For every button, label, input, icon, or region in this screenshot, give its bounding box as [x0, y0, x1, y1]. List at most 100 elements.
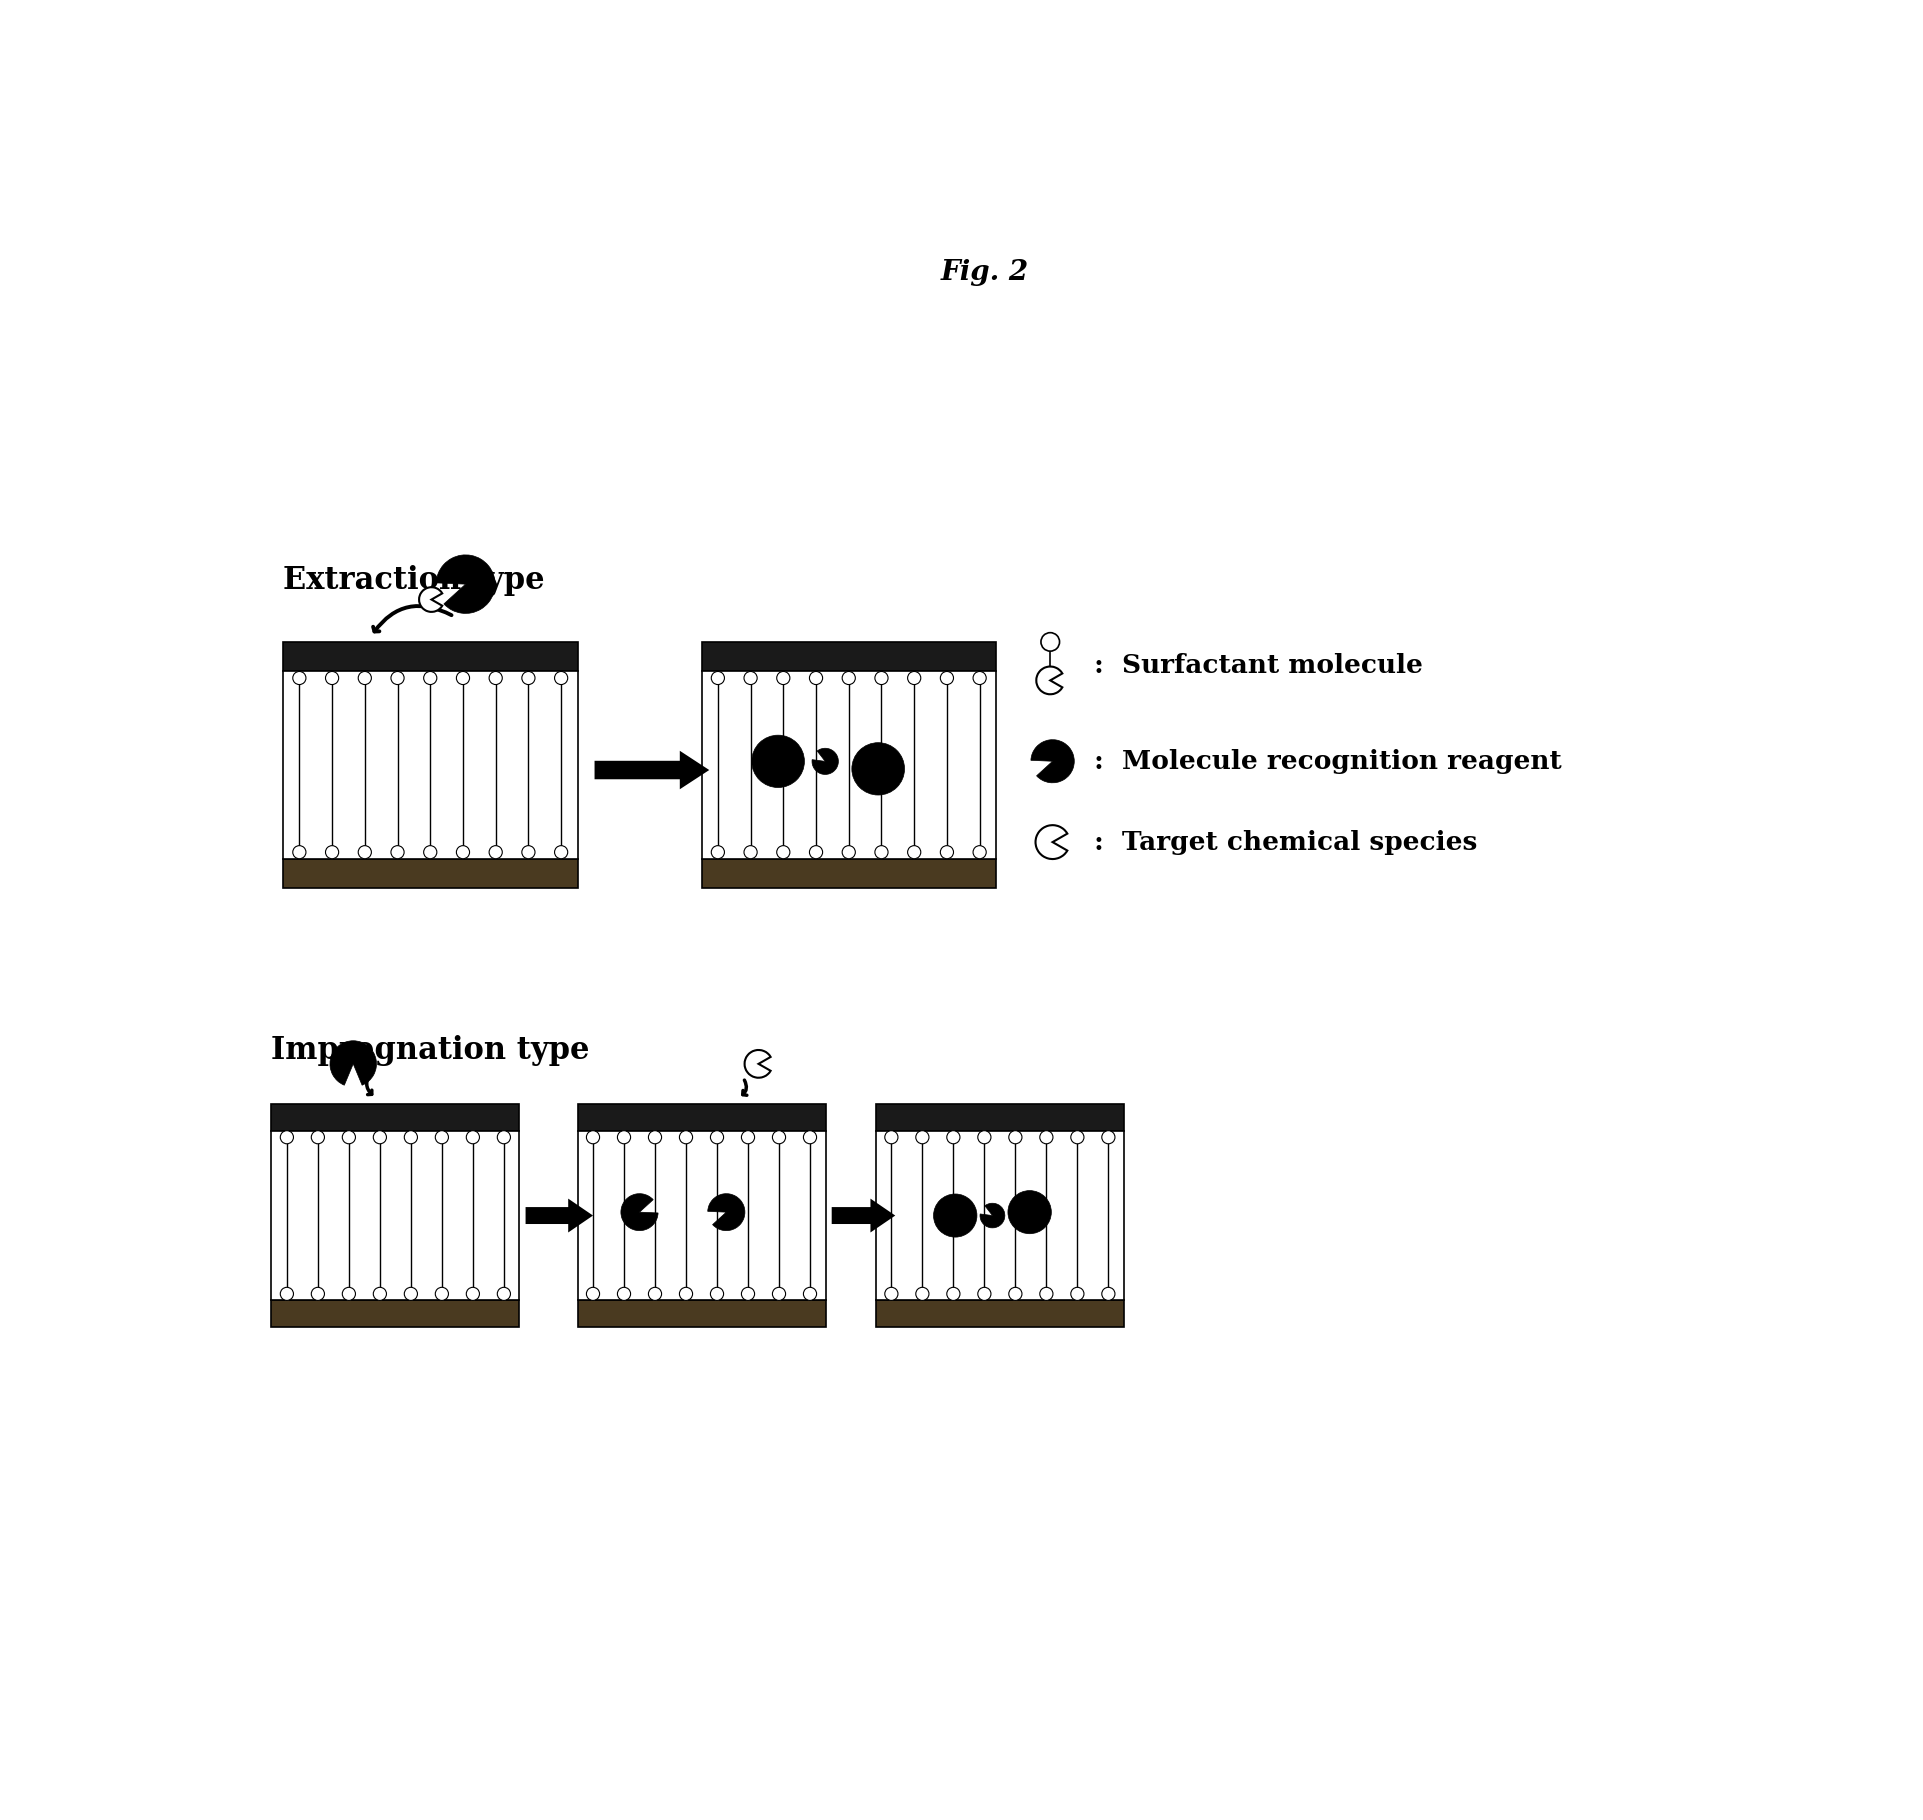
Bar	[702, 642, 996, 672]
Circle shape	[292, 846, 306, 859]
Circle shape	[940, 672, 954, 684]
Circle shape	[1008, 1190, 1052, 1234]
Circle shape	[390, 846, 404, 859]
Circle shape	[946, 1287, 960, 1301]
Circle shape	[973, 846, 986, 859]
Circle shape	[875, 846, 888, 859]
Circle shape	[977, 1287, 990, 1301]
Circle shape	[679, 1287, 692, 1301]
Circle shape	[946, 1130, 960, 1143]
Bar	[875, 1105, 1123, 1130]
Circle shape	[456, 846, 469, 859]
Circle shape	[1010, 1287, 1021, 1301]
Circle shape	[875, 672, 888, 684]
Wedge shape	[437, 555, 494, 613]
Circle shape	[456, 672, 469, 684]
Circle shape	[498, 1130, 510, 1143]
Circle shape	[325, 846, 338, 859]
Text: :  Molecule recognition reagent: : Molecule recognition reagent	[1085, 748, 1561, 774]
Circle shape	[521, 672, 535, 684]
Circle shape	[373, 1130, 387, 1143]
Wedge shape	[812, 748, 838, 775]
FancyArrow shape	[594, 752, 710, 790]
Circle shape	[587, 1130, 600, 1143]
Circle shape	[810, 846, 823, 859]
Bar	[283, 672, 577, 859]
Circle shape	[312, 1287, 325, 1301]
Circle shape	[390, 672, 404, 684]
Circle shape	[554, 672, 567, 684]
Circle shape	[744, 846, 758, 859]
Circle shape	[617, 1287, 631, 1301]
Bar	[577, 1130, 825, 1301]
Circle shape	[908, 846, 921, 859]
Wedge shape	[1031, 739, 1075, 783]
Circle shape	[521, 846, 535, 859]
Circle shape	[281, 1287, 294, 1301]
Circle shape	[710, 1287, 723, 1301]
Circle shape	[423, 846, 437, 859]
Circle shape	[742, 1130, 754, 1143]
Circle shape	[915, 1130, 929, 1143]
Circle shape	[312, 1130, 325, 1143]
Circle shape	[488, 846, 502, 859]
Bar	[577, 1105, 825, 1130]
Circle shape	[554, 846, 567, 859]
Circle shape	[933, 1194, 977, 1238]
Circle shape	[342, 1287, 356, 1301]
Circle shape	[742, 1287, 754, 1301]
Circle shape	[885, 1130, 898, 1143]
Wedge shape	[1036, 666, 1061, 693]
Circle shape	[358, 846, 371, 859]
Circle shape	[648, 1130, 662, 1143]
Wedge shape	[1035, 824, 1067, 859]
Circle shape	[804, 1287, 817, 1301]
Circle shape	[752, 735, 804, 788]
Circle shape	[940, 846, 954, 859]
Circle shape	[1040, 1130, 1054, 1143]
Circle shape	[488, 672, 502, 684]
Circle shape	[435, 1130, 448, 1143]
Bar	[702, 859, 996, 888]
Circle shape	[773, 1287, 787, 1301]
Circle shape	[1102, 1287, 1115, 1301]
FancyArrow shape	[833, 1199, 896, 1232]
Circle shape	[804, 1130, 817, 1143]
Circle shape	[777, 672, 790, 684]
Circle shape	[744, 672, 758, 684]
Circle shape	[435, 1287, 448, 1301]
Circle shape	[915, 1287, 929, 1301]
Text: :  Surfactant molecule: : Surfactant molecule	[1085, 653, 1423, 677]
Bar	[271, 1105, 519, 1130]
Circle shape	[679, 1130, 692, 1143]
Bar	[875, 1130, 1123, 1301]
Circle shape	[325, 672, 338, 684]
Bar	[283, 642, 577, 672]
Circle shape	[404, 1130, 417, 1143]
Circle shape	[617, 1130, 631, 1143]
Circle shape	[498, 1287, 510, 1301]
Wedge shape	[744, 1050, 771, 1077]
Wedge shape	[621, 1194, 658, 1230]
Circle shape	[587, 1287, 600, 1301]
Circle shape	[1040, 633, 1060, 652]
Circle shape	[358, 672, 371, 684]
Circle shape	[710, 1130, 723, 1143]
Text: Fig. 2: Fig. 2	[940, 258, 1029, 286]
Circle shape	[977, 1130, 990, 1143]
Circle shape	[1071, 1130, 1085, 1143]
Bar	[283, 859, 577, 888]
Circle shape	[281, 1130, 294, 1143]
Circle shape	[373, 1287, 387, 1301]
Circle shape	[292, 672, 306, 684]
FancyArrow shape	[525, 1199, 592, 1232]
Bar	[702, 672, 996, 859]
Circle shape	[842, 846, 856, 859]
Circle shape	[773, 1130, 787, 1143]
Wedge shape	[708, 1194, 744, 1230]
Text: Extraction type: Extraction type	[283, 564, 544, 595]
Circle shape	[1010, 1130, 1021, 1143]
Wedge shape	[981, 1203, 1006, 1228]
Bar	[271, 1301, 519, 1327]
Bar	[271, 1130, 519, 1301]
